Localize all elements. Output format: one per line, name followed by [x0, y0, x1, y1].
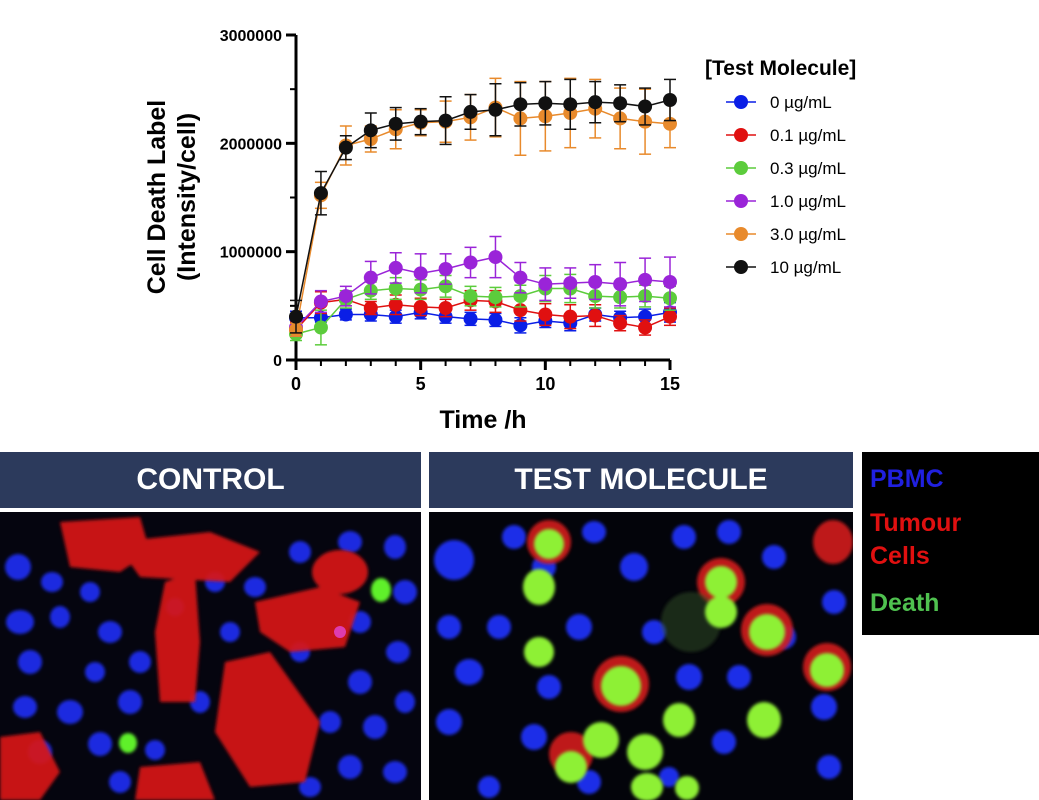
series-line	[295, 285, 671, 335]
y-axis-label-line1: Cell Death Label	[143, 100, 171, 295]
data-point	[538, 307, 553, 322]
legend-marker	[734, 128, 748, 142]
key-tumour-line1: Tumour	[870, 509, 962, 537]
data-point	[438, 279, 453, 294]
pbmc-nuclei	[434, 520, 846, 798]
data-point	[388, 116, 403, 131]
data-point	[513, 97, 528, 112]
data-point	[313, 294, 328, 309]
data-point	[563, 309, 578, 324]
x-tick-label: 0	[291, 374, 301, 394]
data-point	[413, 114, 428, 129]
data-point	[613, 96, 628, 111]
legend-marker	[734, 95, 748, 109]
data-point	[463, 289, 478, 304]
data-point	[338, 289, 353, 304]
data-point	[513, 318, 528, 333]
data-point	[638, 272, 653, 287]
legend-label: 0.3 µg/mL	[770, 159, 846, 178]
data-point	[289, 309, 303, 324]
data-point	[563, 97, 578, 112]
data-point	[388, 260, 403, 275]
tumour-cells	[0, 517, 368, 800]
data-point	[388, 297, 403, 312]
y-tick-label: 3000000	[220, 28, 282, 45]
y-tick-label: 0	[273, 353, 282, 370]
data-point	[488, 290, 503, 305]
control-panel-header: CONTROL	[0, 452, 421, 508]
data-point	[663, 275, 677, 289]
dead-cells	[119, 578, 391, 753]
legend-marker	[734, 260, 748, 274]
data-point	[513, 270, 528, 285]
y-tick-label: 2000000	[220, 136, 282, 153]
data-point	[338, 307, 353, 322]
data-point	[588, 95, 603, 110]
series-line	[296, 311, 671, 327]
series-line	[295, 106, 671, 330]
chart-data-layer	[289, 77, 677, 346]
data-point	[588, 308, 603, 323]
y-axis-label-line2: (Intensity/cell)	[173, 113, 201, 281]
data-point	[388, 309, 403, 324]
legend-label: 3.0 µg/mL	[770, 225, 846, 244]
series-line	[295, 298, 671, 331]
x-tick-label: 5	[416, 374, 426, 394]
x-tick-label: 10	[535, 374, 555, 394]
data-point	[663, 93, 677, 107]
legend-label: 0.1 µg/mL	[770, 126, 846, 145]
data-point	[488, 312, 503, 327]
data-point	[463, 255, 478, 270]
chart-legend: 0 µg/mL 0.1 µg/mL 0.3 µg/mL 1.0 µg/mL 3.0 µg…	[726, 93, 846, 277]
data-point	[363, 301, 378, 315]
y-tick-label: 1000000	[220, 245, 282, 262]
dead-cells	[523, 529, 844, 800]
x-tick-label: 15	[660, 374, 680, 394]
data-point	[563, 276, 578, 291]
legend-marker	[734, 194, 748, 208]
data-point	[613, 316, 628, 331]
data-point	[413, 299, 428, 314]
test-molecule-panel-header: TEST MOLECULE	[429, 452, 853, 508]
test-molecule-micrograph	[429, 512, 853, 800]
data-point	[463, 311, 478, 326]
data-point	[313, 186, 328, 201]
cell-death-chart: 0 1000000 2000000 3000000 0 5 10 15 Cell Death …	[143, 28, 856, 434]
legend-title: [Test Molecule]	[705, 57, 856, 80]
data-point	[313, 320, 328, 335]
series-line	[295, 99, 671, 317]
data-point	[638, 320, 653, 335]
key-death: Death	[870, 589, 940, 617]
series-5	[289, 78, 677, 334]
data-point	[363, 123, 378, 138]
data-point	[338, 140, 353, 155]
legend-marker	[734, 227, 748, 241]
x-axis-label: Time /h	[439, 406, 526, 434]
data-point	[588, 275, 603, 289]
data-point	[413, 266, 428, 281]
control-micrograph	[0, 512, 421, 800]
data-point	[488, 102, 503, 117]
legend-label: 1.0 µg/mL	[770, 192, 846, 211]
legend-label: 0 µg/mL	[770, 93, 832, 112]
data-point	[488, 250, 503, 265]
color-key: PBMC Tumour Cells Death	[862, 452, 1039, 635]
data-point	[538, 277, 553, 292]
data-point	[438, 301, 453, 315]
key-pbmc: PBMC	[870, 465, 944, 493]
data-point	[663, 309, 677, 324]
data-point	[638, 99, 653, 114]
data-point	[438, 262, 453, 276]
data-point	[463, 104, 478, 119]
data-point	[538, 96, 553, 111]
series-line	[295, 256, 671, 329]
data-point	[363, 270, 378, 285]
data-point	[438, 113, 453, 128]
chart-axes: 0 1000000 2000000 3000000 0 5 10 15	[220, 28, 680, 394]
legend-label: 10 µg/mL	[770, 258, 841, 277]
data-point	[613, 277, 628, 292]
key-tumour-line2: Cells	[870, 542, 930, 570]
legend-marker	[734, 161, 748, 175]
data-point	[388, 281, 403, 296]
